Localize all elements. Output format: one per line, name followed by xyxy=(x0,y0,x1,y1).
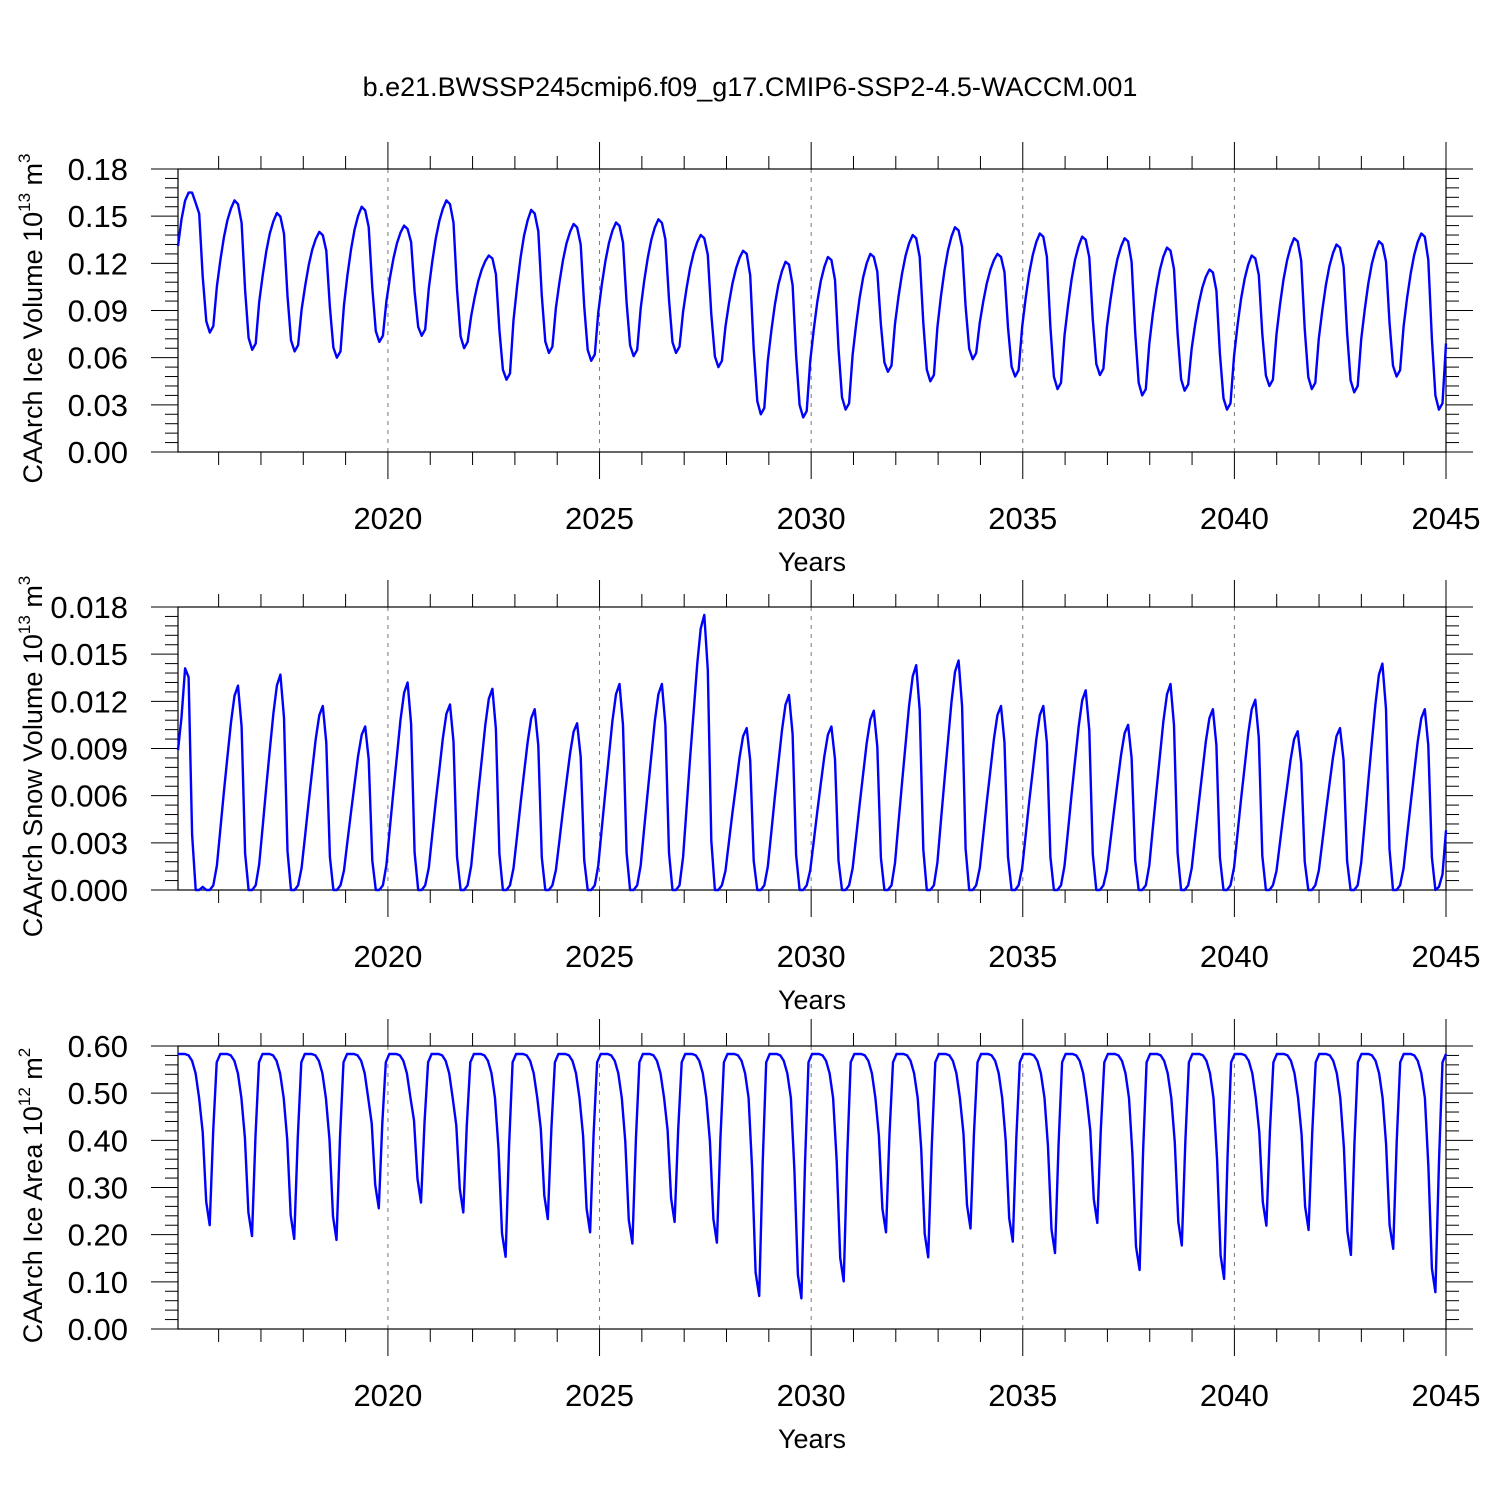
y-tick-label: 0.03 xyxy=(68,388,128,423)
panel-snow_volume: 0.000 0.003 0.006 0.009 0.012 0.015 0.018 2020 2… xyxy=(15,576,1480,1015)
y-axis-title: CAArch Ice Volume 1013 m3 xyxy=(15,153,48,483)
y-tick-label: 0.30 xyxy=(68,1171,128,1206)
x-axis-title: Years xyxy=(778,1424,846,1454)
x-tick-label: 2045 xyxy=(1412,1378,1481,1413)
y-axis-title-main: CAArch Ice Volume 10 xyxy=(18,212,48,484)
y-tick-label: 0.15 xyxy=(68,199,128,234)
x-tick-label: 2040 xyxy=(1200,1378,1269,1413)
y-tick-label: 0.10 xyxy=(68,1265,128,1300)
figure-title: b.e21.BWSSP245cmip6.f09_g17.CMIP6-SSP2-4… xyxy=(363,72,1138,102)
x-tick-label: 2035 xyxy=(988,939,1057,974)
y-tick-label: 0.18 xyxy=(68,152,128,187)
y-tick-label: 0.20 xyxy=(68,1218,128,1253)
y-tick-label: 0.09 xyxy=(68,294,128,329)
panel-ice_area: 0.00 0.10 0.20 0.30 0.40 0.50 0.60 2020 2025 2030… xyxy=(15,1019,1480,1454)
y-axis-title-unit: m xyxy=(18,1057,48,1087)
y-tick-label: 0.003 xyxy=(50,826,128,861)
x-tick-label: 2020 xyxy=(353,1378,422,1413)
x-tick-label: 2045 xyxy=(1412,501,1481,536)
y-axis-title-exp: 13 xyxy=(15,615,34,634)
x-tick-label: 2035 xyxy=(988,501,1057,536)
x-tick-label: 2030 xyxy=(777,939,846,974)
y-tick-label: 0.00 xyxy=(68,1312,128,1347)
y-axis-title-main: CAArch Ice Area 10 xyxy=(18,1106,48,1343)
x-tick-label: 2040 xyxy=(1200,501,1269,536)
y-tick-label: 0.006 xyxy=(50,779,128,814)
panel-ice_volume: 0.00 0.03 0.06 0.09 0.12 0.15 0.18 2020 2025 2030… xyxy=(15,142,1480,577)
y-tick-label: 0.015 xyxy=(50,637,128,672)
y-axis-title-unit-exp: 3 xyxy=(15,576,34,585)
y-tick-label: 0.000 xyxy=(50,873,128,908)
y-tick-label: 0.06 xyxy=(68,341,128,376)
series-line-ice_area xyxy=(178,1052,1448,1300)
y-axis-title-exp: 12 xyxy=(15,1087,34,1106)
y-tick-label: 0.60 xyxy=(68,1029,128,1064)
y-tick-label: 0.50 xyxy=(68,1076,128,1111)
plot-frame xyxy=(177,168,1447,453)
x-tick-label: 2025 xyxy=(565,501,634,536)
y-axis-title: CAArch Snow Volume 1013 m3 xyxy=(15,576,48,938)
x-tick-label: 2020 xyxy=(353,939,422,974)
y-axis-title-exp: 13 xyxy=(15,193,34,212)
x-tick-label: 2035 xyxy=(988,1378,1057,1413)
y-tick-label: 0.009 xyxy=(50,732,128,767)
y-axis-title: CAArch Ice Area 1012 m2 xyxy=(15,1048,48,1344)
x-tick-label: 2030 xyxy=(777,501,846,536)
x-tick-label: 2045 xyxy=(1412,939,1481,974)
x-tick-label: 2040 xyxy=(1200,939,1269,974)
y-tick-label: 0.00 xyxy=(68,435,128,470)
x-tick-label: 2020 xyxy=(353,501,422,536)
x-tick-label: 2025 xyxy=(565,939,634,974)
x-axis-title: Years xyxy=(778,985,846,1015)
x-tick-label: 2030 xyxy=(777,1378,846,1413)
x-axis-title: Years xyxy=(778,547,846,577)
y-axis-title-unit: m xyxy=(18,585,48,615)
y-axis-title-unit-exp: 3 xyxy=(15,153,34,162)
y-tick-label: 0.40 xyxy=(68,1123,128,1158)
x-tick-label: 2025 xyxy=(565,1378,634,1413)
y-tick-label: 0.012 xyxy=(50,684,128,719)
y-tick-label: 0.018 xyxy=(50,590,128,625)
y-axis-title-main: CAArch Snow Volume 10 xyxy=(18,634,48,937)
plot-frame xyxy=(177,1045,1447,1330)
y-tick-label: 0.12 xyxy=(68,246,128,281)
series-line-ice_volume xyxy=(176,191,1448,419)
series-line-snow_volume xyxy=(176,613,1448,892)
y-axis-title-unit: m xyxy=(18,163,48,193)
y-axis-title-unit-exp: 2 xyxy=(15,1048,34,1057)
